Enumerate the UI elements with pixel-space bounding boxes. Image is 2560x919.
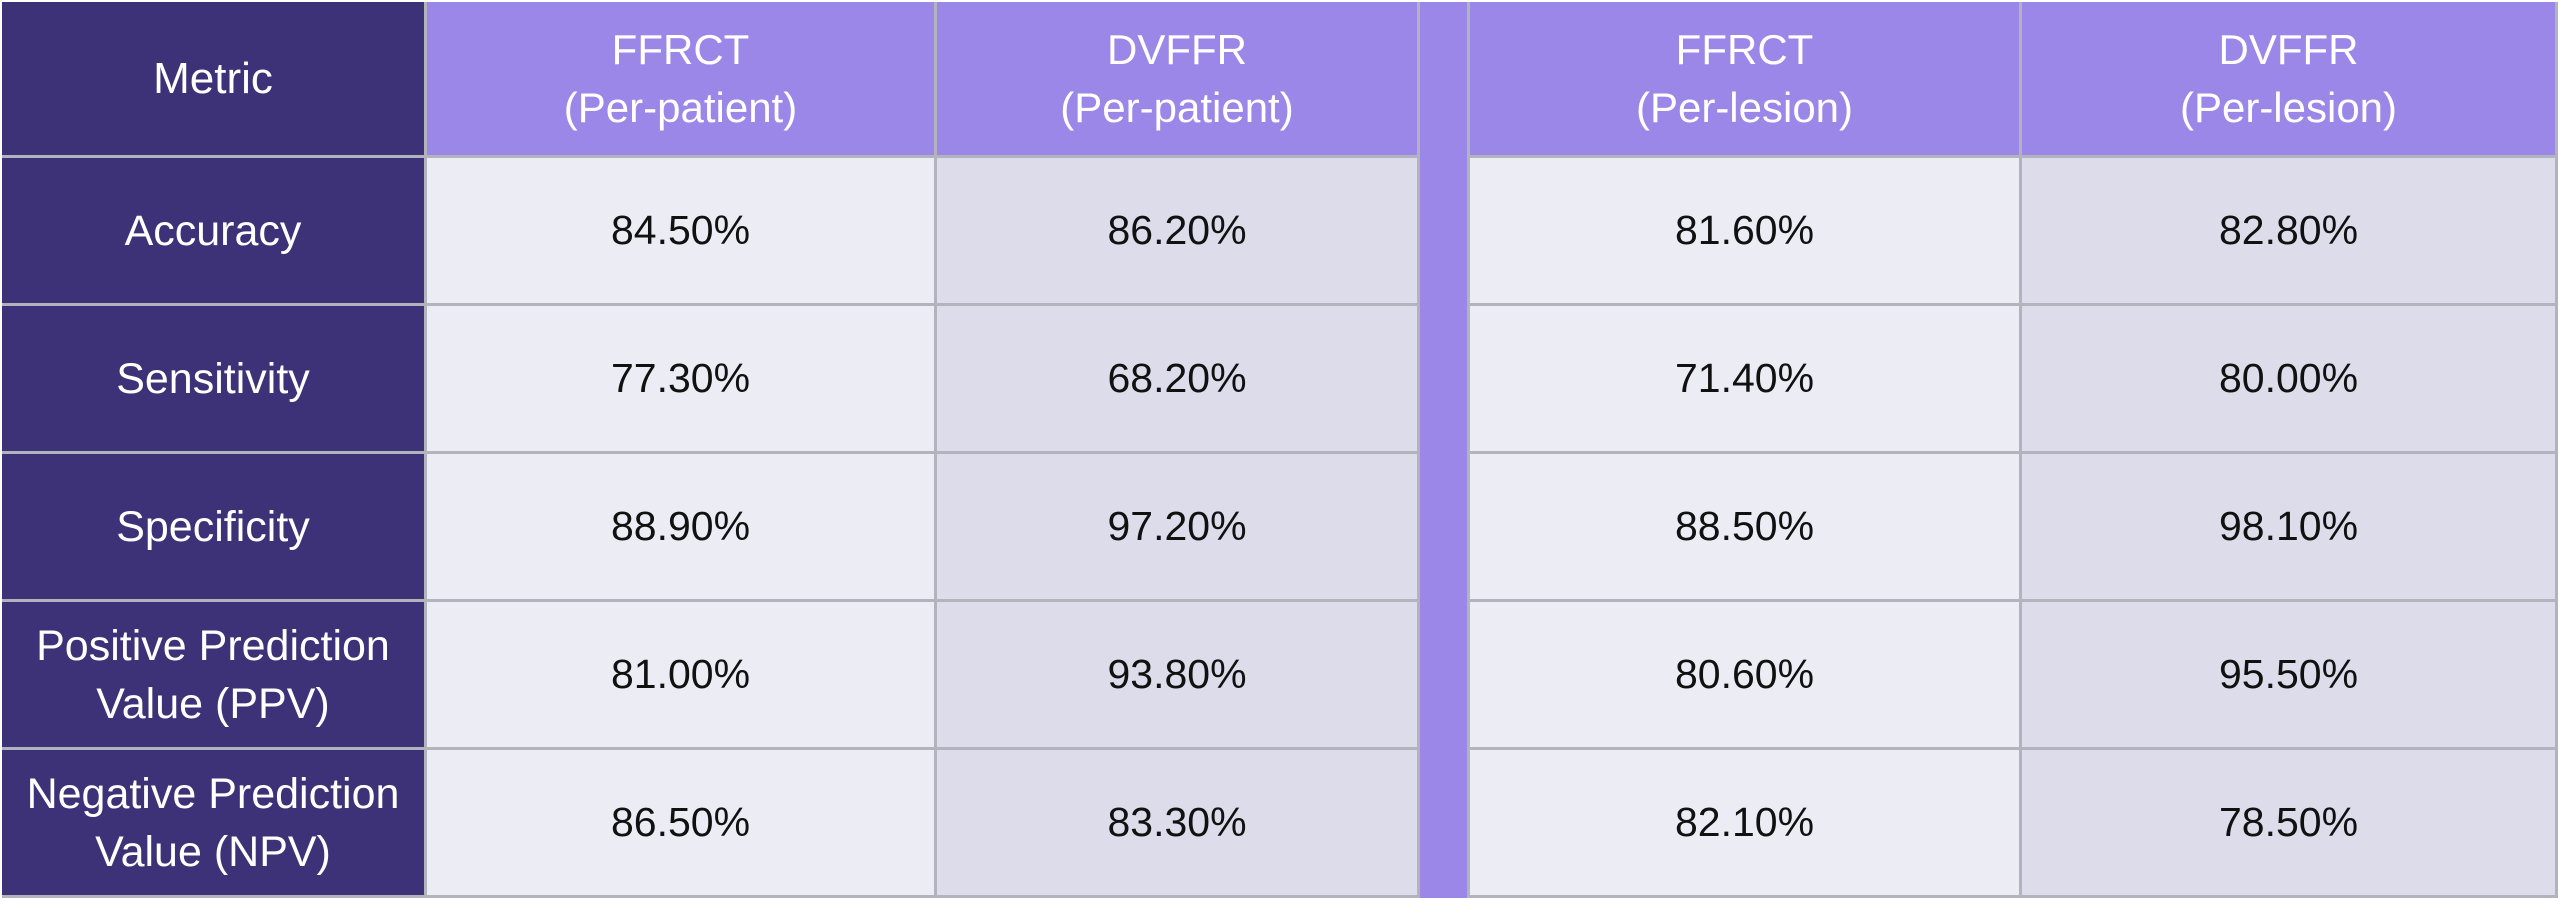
header-line: FFRCT: [611, 25, 750, 73]
metric-label-line: Sensitivity: [116, 354, 310, 403]
header-line: (Per-lesion): [1635, 83, 1854, 131]
value-cell: 81.00%: [427, 602, 937, 750]
column-divider: [1420, 2, 1470, 898]
value-cell: 82.10%: [1470, 750, 2022, 898]
value-cell: 83.30%: [937, 750, 1420, 898]
value-cell: 84.50%: [427, 158, 937, 306]
header-line: FFRCT: [1675, 25, 1814, 73]
value-cell: 77.30%: [427, 306, 937, 454]
header-line: (Per-patient): [563, 83, 798, 131]
value-cell: 86.50%: [427, 750, 937, 898]
metric-label-line: Positive Prediction: [36, 621, 390, 670]
metric-specificity: Specificity: [2, 454, 427, 602]
header-line: (Per-lesion): [2179, 83, 2398, 131]
header-ffrct-per-lesion: FFRCT (Per-lesion): [1470, 2, 2022, 158]
header-line: (Per-patient): [1060, 83, 1294, 131]
metric-label-line: Value (PPV): [96, 679, 330, 728]
header-dvffr-per-lesion: DVFFR (Per-lesion): [2022, 2, 2558, 158]
metric-label-line: Value (NPV): [95, 827, 331, 876]
metric-label-line: Specificity: [116, 502, 310, 551]
value-cell: 82.80%: [2022, 158, 2558, 306]
value-cell: 98.10%: [2022, 454, 2558, 602]
value-cell: 78.50%: [2022, 750, 2558, 898]
header-ffrct-per-patient: FFRCT (Per-patient): [427, 2, 937, 158]
value-cell: 88.50%: [1470, 454, 2022, 602]
metric-accuracy: Accuracy: [2, 158, 427, 306]
header-metric: Metric: [2, 2, 427, 158]
header-line: DVFFR: [2218, 25, 2359, 73]
metric-label-line: Accuracy: [124, 206, 302, 255]
metric-label-line: Negative Prediction: [26, 769, 400, 818]
value-cell: 86.20%: [937, 158, 1420, 306]
value-cell: 93.80%: [937, 602, 1420, 750]
value-cell: 80.60%: [1470, 602, 2022, 750]
metric-npv: Negative Prediction Value (NPV): [2, 750, 427, 898]
metric-ppv: Positive Prediction Value (PPV): [2, 602, 427, 750]
value-cell: 97.20%: [937, 454, 1420, 602]
value-cell: 81.60%: [1470, 158, 2022, 306]
header-line: DVFFR: [1107, 25, 1247, 73]
value-cell: 88.90%: [427, 454, 937, 602]
value-cell: 80.00%: [2022, 306, 2558, 454]
metric-sensitivity: Sensitivity: [2, 306, 427, 454]
value-cell: 95.50%: [2022, 602, 2558, 750]
header-dvffr-per-patient: DVFFR (Per-patient): [937, 2, 1420, 158]
value-cell: 71.40%: [1470, 306, 2022, 454]
value-cell: 68.20%: [937, 306, 1420, 454]
